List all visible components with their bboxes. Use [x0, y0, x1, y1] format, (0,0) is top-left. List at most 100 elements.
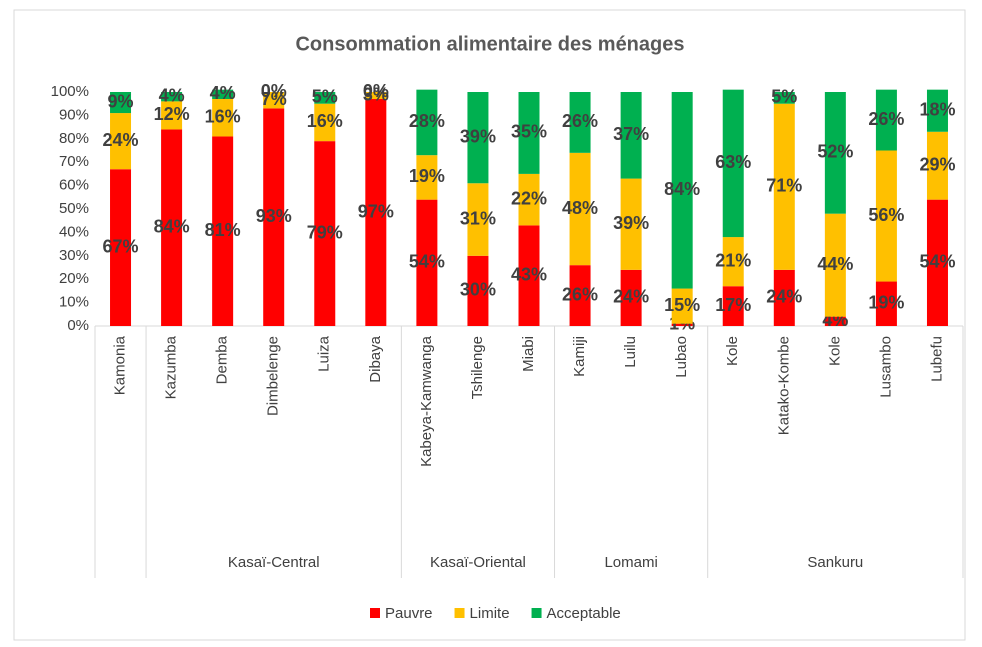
data-label: 19% [868, 293, 904, 313]
group-label: Sankuru [807, 554, 863, 571]
x-tick-label: Dibaya [367, 335, 384, 382]
legend-swatch [531, 608, 542, 618]
group-label: Lomami [604, 554, 657, 571]
bar-segment [671, 92, 693, 289]
bar-segment [263, 108, 285, 326]
bar-segment [671, 323, 693, 326]
y-tick-label: 10% [59, 294, 89, 311]
bar-segment [824, 92, 846, 214]
bar-segment [875, 150, 897, 282]
x-tick-label: Katako-Kombe [775, 336, 792, 435]
x-tick-label: Kamonia [111, 335, 128, 395]
data-label: 63% [715, 152, 751, 172]
bar-segment [722, 286, 744, 326]
x-tick-label: Kabeya-Kamwanga [418, 335, 435, 467]
bar-segment [926, 89, 948, 132]
bar-segment [314, 92, 336, 104]
x-tick-label: Lubao [673, 336, 690, 378]
bar-segment [110, 113, 132, 170]
y-tick-label: 90% [59, 106, 89, 123]
bar-segment [314, 141, 336, 326]
bar-segment [161, 92, 183, 102]
data-label: 84% [664, 179, 700, 199]
bar-segment [518, 92, 540, 174]
bar-segment [722, 89, 744, 238]
x-tick-label: Demba [214, 335, 231, 384]
legend-label: Limite [470, 605, 510, 622]
data-label: 16% [205, 106, 241, 126]
data-label: 5% [312, 87, 338, 107]
y-tick-label: 40% [59, 223, 89, 240]
y-tick-label: 80% [59, 130, 89, 147]
data-label: 97% [358, 201, 394, 221]
x-tick-label: Kamiji [571, 336, 588, 377]
x-tick-label: Kole [724, 336, 741, 366]
data-label: 71% [766, 176, 802, 196]
bar-segment [212, 89, 234, 100]
bar-segment [620, 178, 642, 270]
bar-segment [314, 103, 336, 142]
data-label: 3% [363, 84, 389, 104]
data-label: 18% [919, 99, 955, 119]
x-tick-label: Luilu [622, 336, 639, 368]
bar-segment [518, 173, 540, 226]
data-label: 0% [363, 81, 389, 101]
data-label: 16% [307, 111, 343, 131]
data-label: 24% [613, 287, 649, 307]
data-label: 52% [817, 142, 853, 162]
legend-swatch [370, 608, 380, 618]
y-tick-label: 70% [59, 153, 89, 170]
bar-segment [569, 152, 591, 266]
data-label: 67% [103, 236, 139, 256]
data-label: 28% [409, 111, 445, 131]
bar-segment [365, 99, 387, 327]
bar-segment [110, 169, 132, 326]
bar-segment [110, 92, 132, 114]
y-tick-label: 50% [59, 200, 89, 217]
data-label: 43% [511, 264, 547, 284]
group-label: Kasaï-Central [228, 554, 320, 571]
x-tick-label: Kazumba [163, 335, 180, 399]
x-tick-label: Lubefu [928, 336, 945, 382]
bar-segment [416, 155, 438, 200]
data-label: 37% [613, 124, 649, 144]
data-label: 9% [108, 91, 134, 111]
data-label: 39% [613, 213, 649, 233]
data-label: 19% [409, 166, 445, 186]
bar-segment [671, 288, 693, 324]
bar-segment [518, 225, 540, 326]
data-label: 31% [460, 208, 496, 228]
bar-segment [161, 101, 183, 130]
bar-segment [926, 199, 948, 326]
bar-segment [416, 89, 438, 156]
data-label: 0% [261, 81, 287, 101]
data-label: 81% [205, 220, 241, 240]
bar-segment [467, 183, 489, 256]
bar-segment [161, 129, 183, 326]
x-tick-label: Lusambo [877, 336, 894, 398]
data-label: 24% [103, 130, 139, 150]
data-label: 44% [817, 254, 853, 274]
data-label: 30% [460, 280, 496, 300]
y-tick-label: 60% [59, 177, 89, 194]
bar-segment [926, 131, 948, 200]
data-label: 26% [562, 111, 598, 131]
y-tick-label: 20% [59, 270, 89, 287]
bar-segment [773, 103, 795, 270]
data-label: 93% [256, 206, 292, 226]
data-label: 24% [766, 287, 802, 307]
data-label: 15% [664, 295, 700, 315]
data-label: 35% [511, 122, 547, 142]
legend-label: Pauvre [385, 605, 433, 622]
bar-segment [875, 281, 897, 326]
bar-segment [569, 265, 591, 326]
x-tick-label: Dimbelenge [265, 336, 282, 416]
legend-swatch [454, 608, 465, 618]
bar-segment [620, 269, 642, 326]
data-label: 26% [562, 284, 598, 304]
bar-segment [824, 316, 846, 326]
x-tick-label: Tshilenge [469, 336, 486, 399]
data-label: 39% [460, 126, 496, 146]
bar-segment [467, 92, 489, 184]
data-label: 54% [409, 252, 445, 272]
